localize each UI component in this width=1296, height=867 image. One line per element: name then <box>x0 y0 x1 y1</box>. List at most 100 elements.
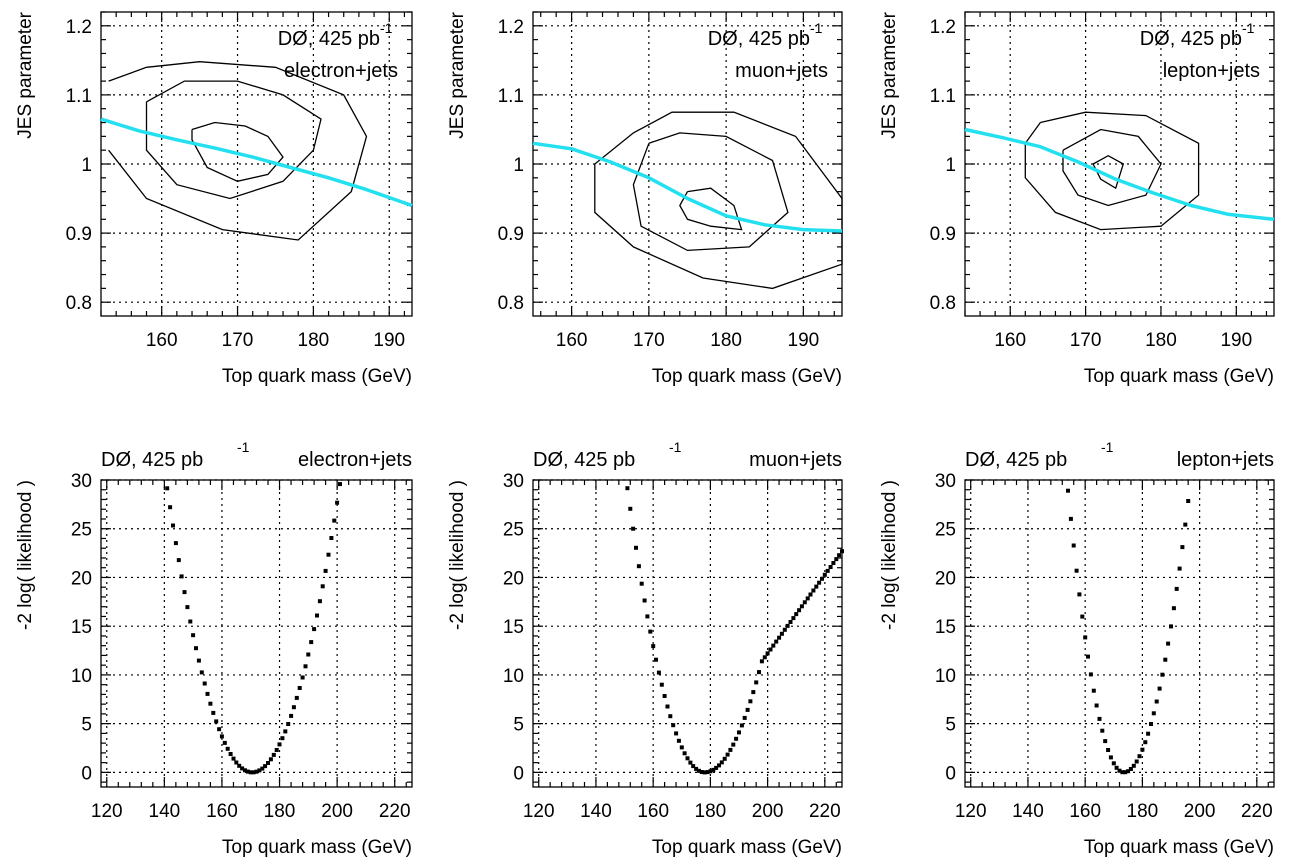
likelihood-point <box>1108 755 1113 760</box>
y-tick-label: 0.9 <box>930 224 956 245</box>
likelihood-point <box>840 549 844 554</box>
likelihood-point <box>214 719 219 724</box>
likelihood-point <box>834 557 839 562</box>
likelihood-point <box>173 541 178 546</box>
likelihood-point <box>240 766 245 771</box>
axis-ticks <box>964 11 1274 316</box>
x-tick-label: 190 <box>373 330 405 351</box>
y-tick-label: 1 <box>81 155 92 176</box>
likelihood-point <box>1114 765 1119 770</box>
annotation-title: DØ, 425 pb <box>708 28 810 50</box>
x-tick-label: 120 <box>955 801 987 822</box>
plot-frame <box>532 479 843 788</box>
likelihood-point <box>682 751 687 756</box>
y-tick-label: 30 <box>71 471 92 492</box>
likelihood-points <box>165 482 342 775</box>
likelihood-point <box>676 738 681 743</box>
x-tick-label: 170 <box>1070 330 1102 351</box>
likelihood-point <box>1140 747 1145 752</box>
likelihood-point <box>1169 624 1173 629</box>
likelihood-point <box>1080 614 1085 619</box>
likelihood-point <box>634 545 638 550</box>
y-tick-label: 0.8 <box>930 293 956 314</box>
y-tick-label: 25 <box>71 520 92 541</box>
plot-title-left: DØ, 425 pb <box>965 449 1067 471</box>
likelihood-point <box>297 686 302 690</box>
likelihood-point <box>805 596 810 601</box>
x-tick-label: 160 <box>206 801 238 822</box>
y-tick-label: 0.9 <box>66 224 92 245</box>
y-axis-title: -2 log( likelihood ) <box>15 480 36 630</box>
likelihood-point <box>668 714 673 719</box>
likelihood-point <box>317 599 322 604</box>
likelihood-point <box>785 623 790 628</box>
plot-title-sup: -1 <box>669 439 682 455</box>
likelihood-point <box>748 699 753 704</box>
likelihood-point <box>642 598 647 603</box>
y-axis-title: -2 log( likelihood ) <box>879 480 900 630</box>
y-tick-label: 0.8 <box>498 293 524 314</box>
likelihood-point <box>1120 770 1125 775</box>
x-tick-label: 140 <box>1012 801 1044 822</box>
plot-frame <box>100 479 413 788</box>
annotation-channel: muon+jets <box>735 60 828 82</box>
likelihood-point <box>202 681 207 686</box>
y-tick-label: 1 <box>513 155 524 176</box>
likelihood-point <box>685 756 690 761</box>
panel-jes-lepton: 160 170 180 190 0.8 0.9 1 1.1 1.2 Top quark mass … <box>879 11 1275 387</box>
y-tick-label: 1.1 <box>66 86 92 107</box>
x-tick-label: 180 <box>710 330 742 351</box>
likelihood-point <box>728 747 733 752</box>
likelihood-point <box>742 715 747 720</box>
likelihood-point <box>751 690 756 695</box>
likelihood-point <box>628 506 633 511</box>
likelihood-point <box>1134 759 1139 764</box>
likelihood-point <box>708 769 713 774</box>
y-tick-label: 25 <box>503 520 524 541</box>
likelihood-point <box>251 770 256 775</box>
likelihood-point <box>225 746 230 751</box>
likelihood-point <box>271 752 276 757</box>
likelihood-point <box>722 756 727 761</box>
likelihood-point <box>283 729 288 734</box>
grid <box>965 12 1274 316</box>
likelihood-point <box>335 500 340 505</box>
likelihood-point <box>702 770 707 775</box>
likelihood-point <box>691 764 696 769</box>
x-axis-title: Top quark mass (GeV) <box>222 837 412 858</box>
contours <box>594 111 843 290</box>
x-tick-label: 200 <box>321 801 353 822</box>
likelihood-point <box>176 558 181 563</box>
x-axis-title: Top quark mass (GeV) <box>1084 366 1274 387</box>
likelihood-point <box>822 572 827 577</box>
likelihood-point <box>182 590 187 595</box>
x-tick-label: 190 <box>1220 330 1252 351</box>
likelihood-point <box>1157 686 1162 691</box>
y-tick-label: 0 <box>81 763 92 784</box>
y-tick-label: 20 <box>71 568 92 589</box>
axis-ticks <box>533 11 842 316</box>
likelihood-point <box>1146 731 1151 736</box>
likelihood-point <box>260 766 265 771</box>
likelihood-point <box>671 723 676 728</box>
likelihood-point <box>791 616 796 621</box>
likelihood-point <box>211 710 216 715</box>
likelihood-point <box>651 644 656 649</box>
likelihood-point <box>185 605 190 610</box>
likelihood-point <box>1100 728 1105 733</box>
x-axis-title: Top quark mass (GeV) <box>652 837 842 858</box>
jes-fit-curve <box>100 117 413 208</box>
y-axis-title: -2 log( likelihood ) <box>447 480 468 630</box>
likelihood-point <box>1171 606 1176 611</box>
likelihood-point <box>782 627 787 632</box>
likelihood-point <box>777 635 782 640</box>
annotation-sup: -1 <box>380 20 393 36</box>
likelihood-point <box>656 670 661 675</box>
likelihood-point <box>1103 739 1108 744</box>
likelihood-point <box>231 756 236 761</box>
likelihood-point <box>194 646 198 651</box>
likelihood-point <box>306 652 311 657</box>
contour-1-sigma <box>191 121 284 182</box>
likelihood-point <box>234 760 239 765</box>
